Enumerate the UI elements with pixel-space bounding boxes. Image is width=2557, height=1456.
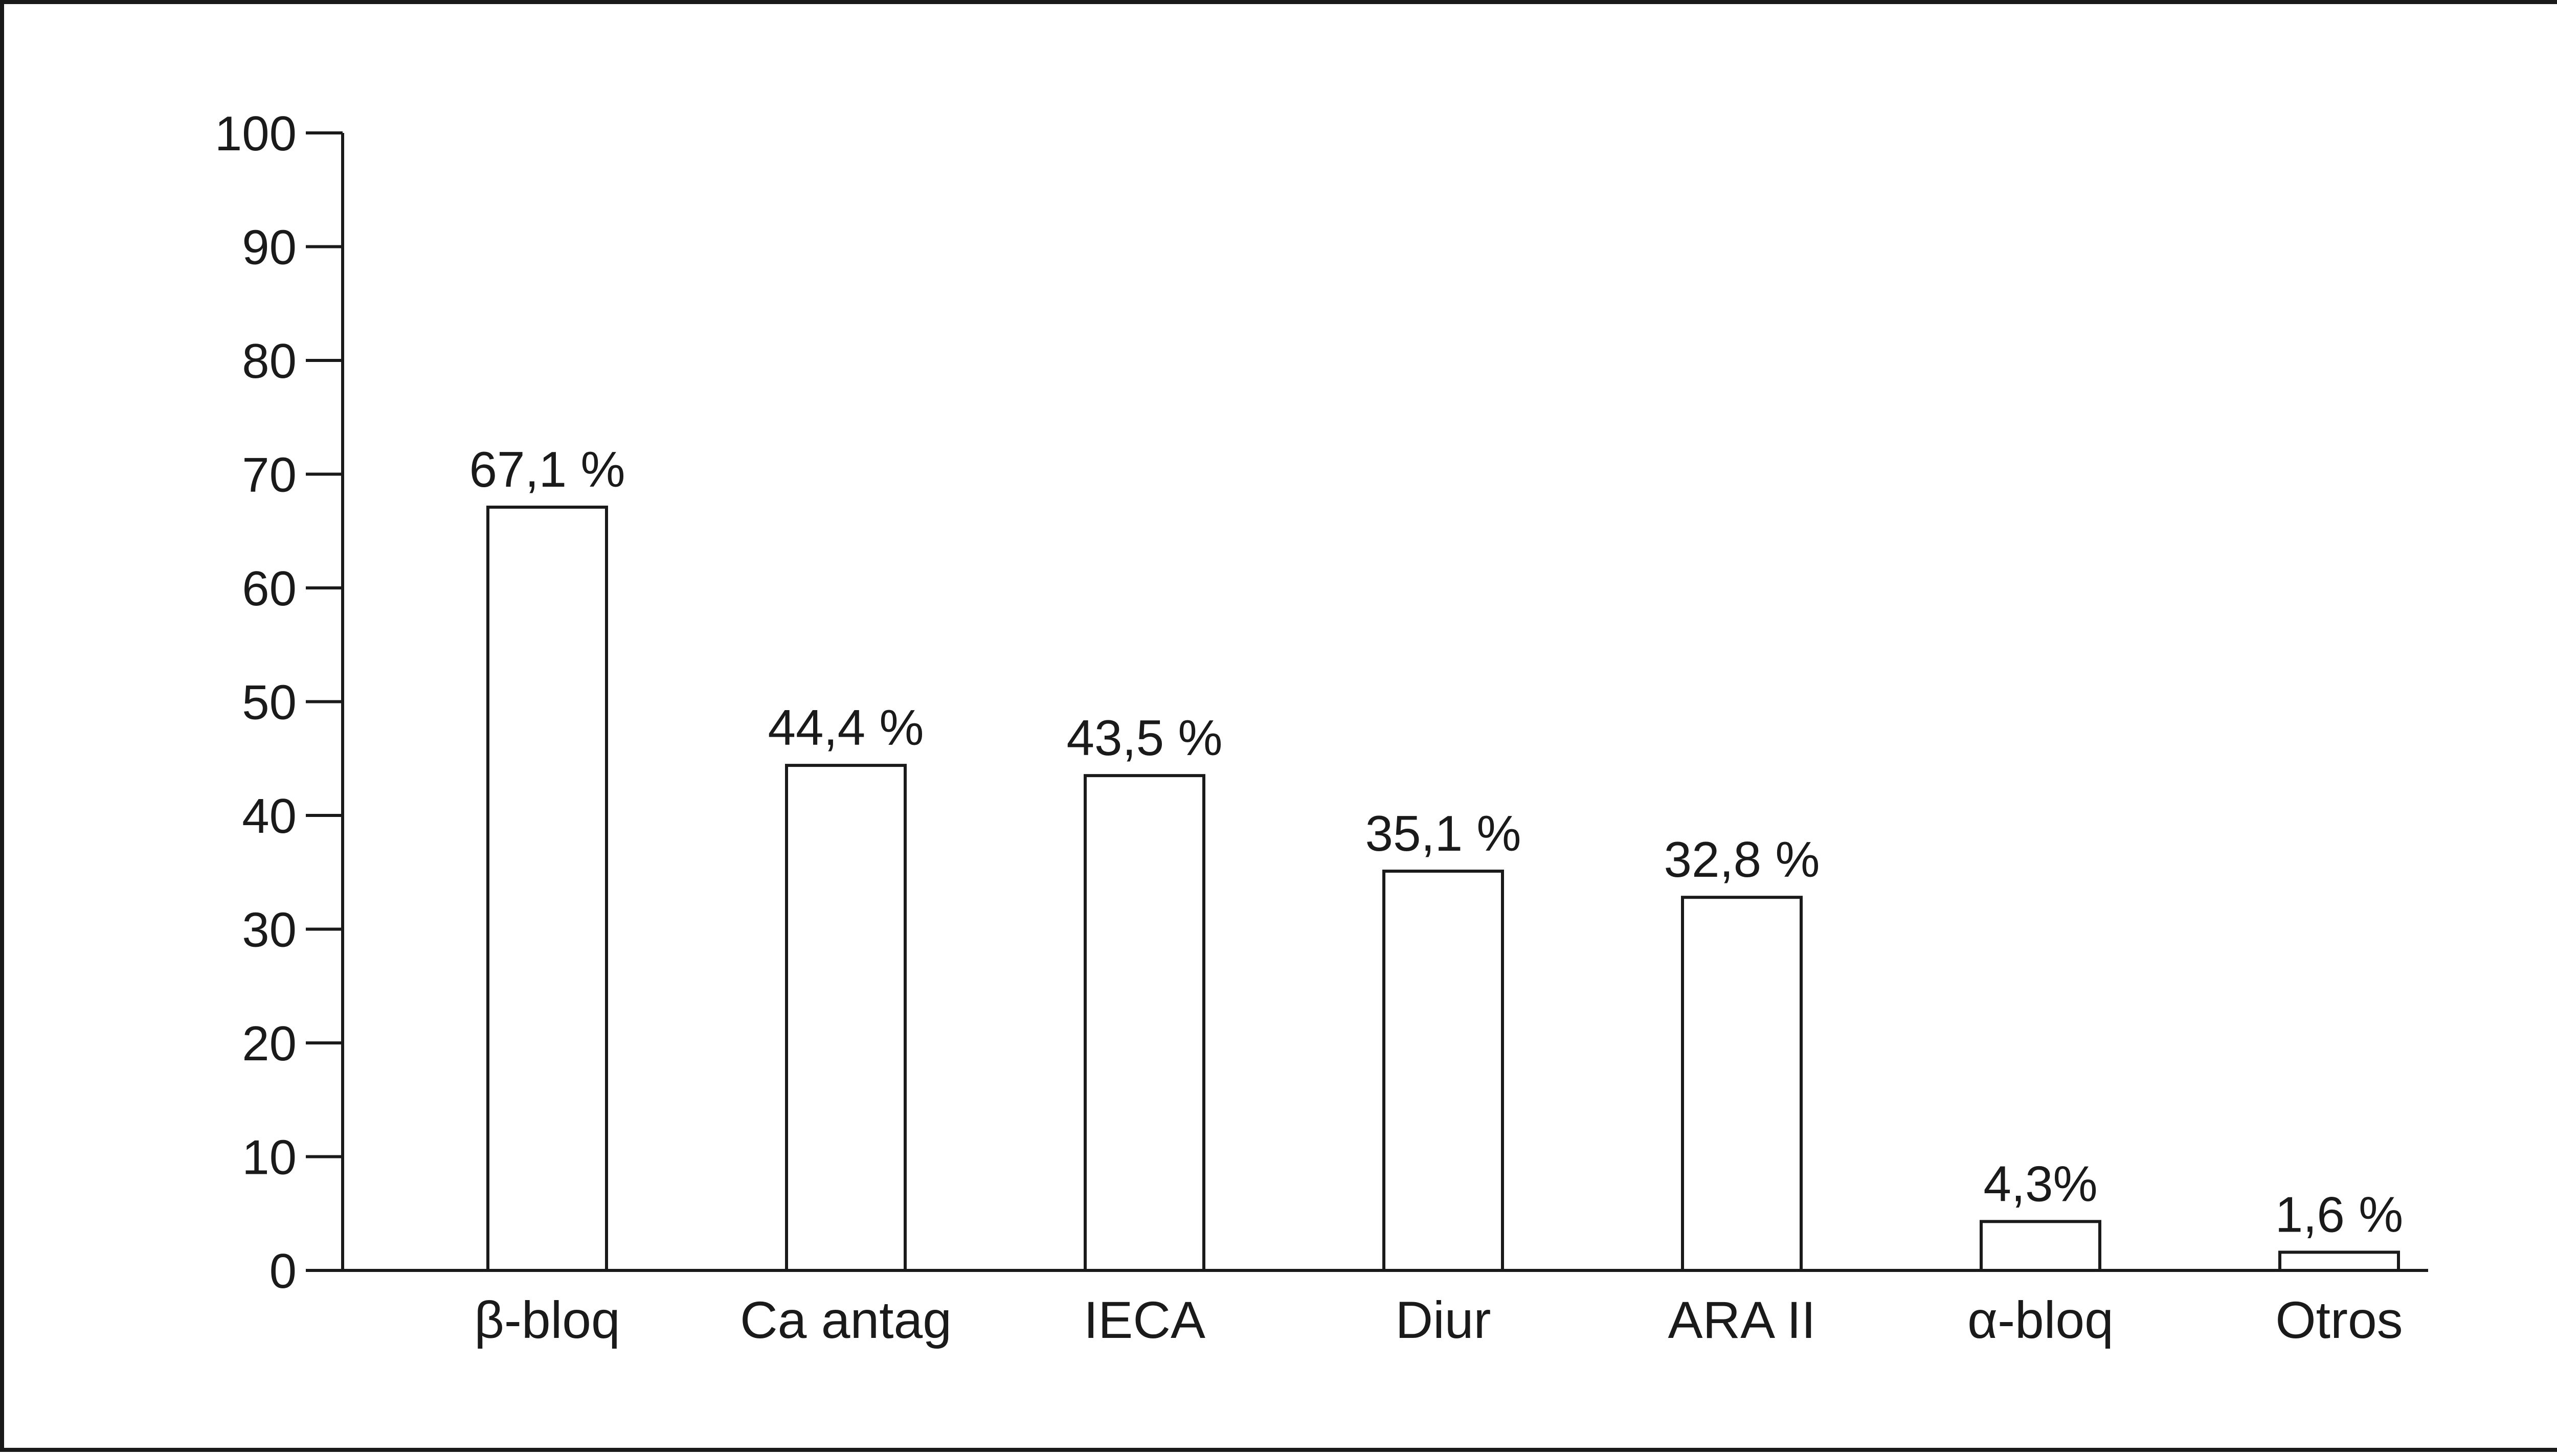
bar-value-label: 32,8 % xyxy=(1664,831,1820,888)
x-tick-label: β-bloq xyxy=(474,1291,620,1349)
bar xyxy=(2278,1250,2400,1272)
bar-value-label: 1,6 % xyxy=(2275,1186,2404,1242)
bar-value-label: 43,5 % xyxy=(1066,710,1222,766)
bar-value-label: 35,1 % xyxy=(1365,805,1521,861)
y-tick-label: 10 xyxy=(242,1130,297,1185)
x-axis: β-bloq Ca antag IECA Diur ARA II α-bloq Otros xyxy=(306,1269,2428,1349)
bar xyxy=(1382,870,1504,1272)
y-tick-label: 40 xyxy=(242,789,297,844)
bar xyxy=(1084,774,1205,1272)
y-tick-label: 60 xyxy=(242,561,297,616)
bar xyxy=(1681,896,1803,1272)
x-tick-label: ARA II xyxy=(1668,1291,1815,1349)
x-tick-label: Ca antag xyxy=(740,1291,952,1349)
y-axis: 0 10 20 30 40 50 60 70 80 90 100 xyxy=(215,106,344,1299)
bar xyxy=(1980,1220,2101,1272)
y-tick-label: 30 xyxy=(242,903,297,958)
bar-value-label: 44,4 % xyxy=(768,699,924,756)
y-tick-label: 80 xyxy=(242,334,297,389)
data-labels: 67,1 % 44,4 % 43,5 % 35,1 % 32,8 % 4,3% 1,6 % xyxy=(469,441,2403,1242)
x-tick-label: Otros xyxy=(2275,1291,2403,1349)
bar xyxy=(785,764,907,1272)
y-tick-label: 100 xyxy=(215,106,297,161)
x-tick-label: α-bloq xyxy=(1967,1291,2114,1349)
y-tick-label: 90 xyxy=(242,220,297,275)
bar xyxy=(486,506,608,1272)
y-tick-label: 20 xyxy=(242,1016,297,1071)
y-tick-label: 70 xyxy=(242,448,297,503)
y-tick-label: 0 xyxy=(270,1244,297,1299)
y-tick-label: 50 xyxy=(242,675,297,730)
bar-value-label: 67,1 % xyxy=(469,441,625,497)
bars xyxy=(486,506,2400,1272)
x-tick-label: Diur xyxy=(1395,1291,1491,1349)
bar-chart: 0 10 20 30 40 50 60 70 80 90 100 β-bloq Ca antag IEC… xyxy=(215,106,2428,1349)
bar-value-label: 4,3% xyxy=(1983,1155,2097,1212)
x-tick-label: IECA xyxy=(1084,1291,1205,1349)
